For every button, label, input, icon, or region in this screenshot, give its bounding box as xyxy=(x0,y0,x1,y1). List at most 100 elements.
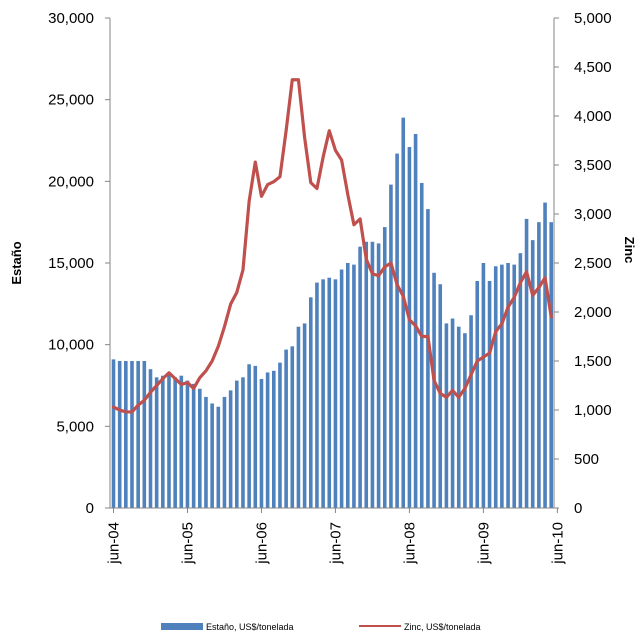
bar xyxy=(426,209,430,508)
bar xyxy=(167,374,171,508)
bar xyxy=(469,315,473,508)
bar xyxy=(549,222,554,509)
bar xyxy=(253,365,258,508)
bar xyxy=(401,117,406,508)
y-tick-label: 30,000 xyxy=(48,10,94,27)
y-tick-label: 15,000 xyxy=(48,255,94,272)
bar xyxy=(475,280,480,508)
bar-series-estano xyxy=(111,117,554,509)
legend-swatch-estano xyxy=(161,623,203,630)
bar xyxy=(389,184,393,508)
bar xyxy=(235,380,239,508)
bar xyxy=(345,263,350,508)
y2-tick-label: 2,500 xyxy=(574,255,612,272)
bar xyxy=(321,279,325,508)
bar xyxy=(506,263,510,508)
y-tick-label: 20,000 xyxy=(48,173,94,190)
bar xyxy=(315,282,319,508)
y-axis-label: Estaño xyxy=(9,241,24,284)
y-tick-label: 25,000 xyxy=(48,92,94,109)
bar xyxy=(111,359,116,508)
left-axis-ticks: 0 5,000 10,000 15,000 20,000 25,000 30,000 xyxy=(48,10,110,517)
x-tick-label: jun-09 xyxy=(475,522,492,565)
bar xyxy=(130,361,134,508)
bar xyxy=(382,227,387,508)
y2-tick-label: 4,000 xyxy=(574,108,612,125)
bar xyxy=(487,280,492,508)
y2-tick-label: 500 xyxy=(574,451,599,468)
y2-tick-label: 4,500 xyxy=(574,59,612,76)
bar xyxy=(530,240,535,508)
bar xyxy=(370,241,375,508)
bar xyxy=(537,222,541,509)
bar xyxy=(413,133,418,508)
x-tick-label: jun-07 xyxy=(327,522,344,565)
x-tick-label: jun-05 xyxy=(180,522,197,565)
bar xyxy=(179,375,184,508)
bar xyxy=(438,284,443,508)
bar xyxy=(339,269,344,508)
bar xyxy=(395,153,399,508)
bar xyxy=(241,377,245,508)
bar xyxy=(364,241,369,508)
bar xyxy=(543,202,547,508)
bar xyxy=(407,147,412,508)
bar xyxy=(210,403,214,508)
bar xyxy=(247,364,251,508)
y2-axis-label: Zinc xyxy=(622,237,637,264)
y2-tick-label: 3,000 xyxy=(574,206,612,223)
bar xyxy=(450,318,455,508)
bar xyxy=(333,279,338,508)
bar xyxy=(198,388,202,508)
line-series-zinc xyxy=(111,78,553,414)
bar xyxy=(284,349,288,508)
bar xyxy=(191,383,196,508)
bar xyxy=(352,264,356,508)
x-axis-ticks: jun-04 jun-05 jun-06 jun-07 jun-08 jun-09 jun-… xyxy=(106,508,566,565)
legend-label-estano: Estaño, US$/tonelada xyxy=(206,622,294,632)
bar xyxy=(481,263,486,508)
y2-tick-label: 1,000 xyxy=(574,402,612,419)
bar xyxy=(222,396,227,508)
bar xyxy=(327,277,332,508)
x-tick-label: jun-06 xyxy=(254,522,271,565)
bar xyxy=(518,253,523,508)
bar xyxy=(271,370,276,508)
bar xyxy=(117,361,122,508)
bar xyxy=(185,380,190,508)
bar xyxy=(463,333,467,508)
bar xyxy=(302,323,307,508)
x-tick-label: jun-10 xyxy=(549,522,566,565)
right-axis-ticks: 0 500 1,000 1,500 2,000 2,500 3,000 3,500 4,000 4… xyxy=(554,10,612,517)
bar xyxy=(154,377,159,508)
bar xyxy=(124,361,128,508)
y2-tick-label: 3,500 xyxy=(574,157,612,174)
bar xyxy=(173,377,177,508)
bar xyxy=(444,323,449,508)
bar xyxy=(524,218,529,508)
y2-tick-label: 1,500 xyxy=(574,353,612,370)
bar xyxy=(376,243,381,508)
bar xyxy=(228,390,233,508)
bar xyxy=(259,378,264,508)
y-tick-label: 10,000 xyxy=(48,337,94,354)
legend: Estaño, US$/tonelada Zinc, US$/tonelada xyxy=(161,622,481,632)
bar xyxy=(512,264,517,508)
y2-tick-label: 2,000 xyxy=(574,304,612,321)
bar xyxy=(265,372,270,508)
y2-tick-label: 0 xyxy=(574,500,582,517)
x-tick-label: jun-08 xyxy=(401,522,418,565)
bar xyxy=(290,346,295,508)
y-tick-label: 5,000 xyxy=(56,418,94,435)
bar xyxy=(432,272,436,508)
bar xyxy=(204,396,208,508)
bar xyxy=(148,369,153,508)
bar xyxy=(419,182,424,508)
legend-label-zinc: Zinc, US$/tonelada xyxy=(404,622,481,632)
bar xyxy=(216,406,221,508)
bar xyxy=(456,326,461,508)
bar xyxy=(296,326,301,508)
y2-tick-label: 5,000 xyxy=(574,10,612,27)
bar xyxy=(161,375,165,508)
